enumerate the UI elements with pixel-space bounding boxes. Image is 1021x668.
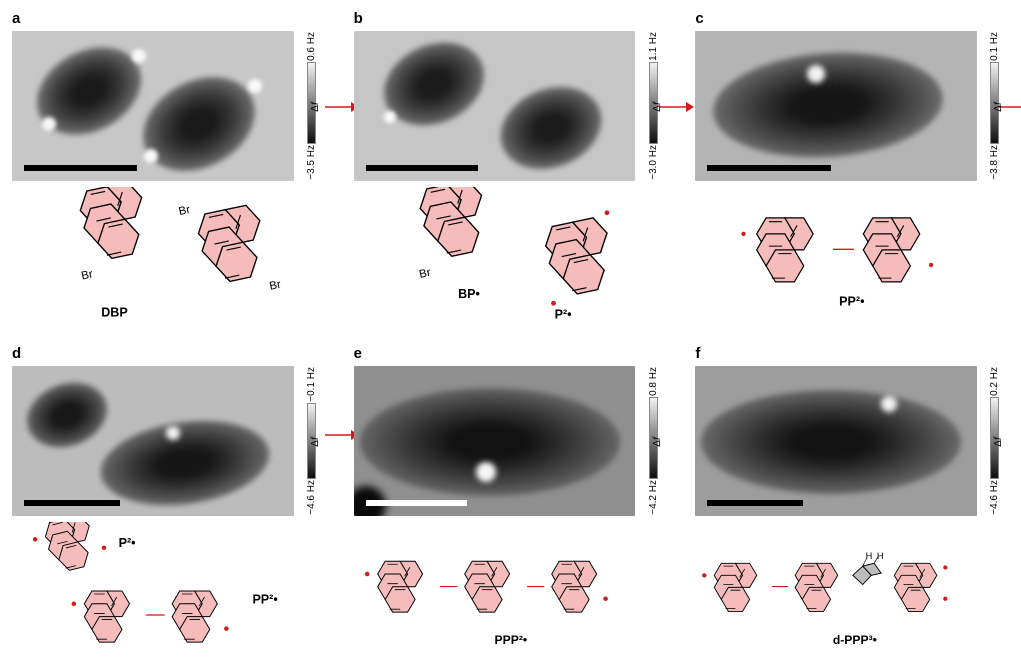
cbar-axis-e: Δf: [652, 437, 663, 446]
br-label: Br: [268, 279, 282, 293]
panel-label-c: c: [695, 10, 1009, 27]
scalebar-f: [707, 500, 803, 506]
colorbar-c: 0.1 Hz Δf −3.8 Hz: [981, 31, 1009, 181]
figure-grid: a 0.6 Hz Δf −3.5 Hz: [12, 10, 1009, 658]
cbar-bottom-e: −4.2 Hz: [648, 480, 659, 515]
br-label: Br: [418, 267, 432, 281]
scalebar-b: [366, 165, 479, 171]
afm-image-f: [695, 366, 977, 516]
cbar-top-f: 0.2 Hz: [989, 367, 1000, 396]
structure-d: P²• PP²•: [12, 522, 326, 668]
br-label: Br: [178, 204, 192, 218]
mol-name-p2-d: P²•: [119, 536, 136, 550]
colorbar-f: 0.2 Hz Δf −4.6 Hz: [981, 366, 1009, 516]
h-label: H: [866, 551, 873, 561]
panel-b: b 1.1 Hz Δf −3.0 Hz: [354, 10, 668, 323]
structure-c: PP²•: [695, 187, 1009, 323]
cbar-bottom-d: −4.6 Hz: [306, 480, 317, 515]
panel-d: d −0.1 Hz Δf −4.6 Hz: [12, 345, 326, 668]
cbar-bottom-c: −3.8 Hz: [989, 145, 1000, 180]
h-label: H: [877, 551, 884, 561]
panel-e: e 0.8 Hz Δf −4.2 Hz: [354, 345, 668, 668]
colorbar-b: 1.1 Hz Δf −3.0 Hz: [639, 31, 667, 181]
cbar-bottom-b: −3.0 Hz: [648, 145, 659, 180]
radical-dot: [604, 210, 610, 216]
colorbar-d: −0.1 Hz Δf −4.6 Hz: [298, 366, 326, 516]
mol-name-pp2: PP²•: [840, 295, 865, 309]
br-label: Br: [80, 268, 94, 282]
afm-image-b: [354, 31, 636, 181]
scalebar-e: [366, 500, 467, 506]
structure-f: H H d-PPP³•: [695, 522, 1009, 668]
afm-image-e: [354, 366, 636, 516]
mol-name-ppp2: PPP²•: [494, 634, 527, 648]
structure-a: Br Br Br Br DBP: [12, 187, 326, 323]
panel-label-e: e: [354, 345, 668, 362]
cbar-top-e: 0.8 Hz: [648, 367, 659, 396]
cbar-top-a: 0.6 Hz: [306, 32, 317, 61]
panel-a: a 0.6 Hz Δf −3.5 Hz: [12, 10, 326, 323]
mol-name-pp2-d: PP²•: [252, 592, 277, 606]
panel-label-d: d: [12, 345, 326, 362]
panel-label-b: b: [354, 10, 668, 27]
cbar-axis-f: Δf: [993, 437, 1004, 446]
mol-name-dppp3: d-PPP³•: [833, 634, 877, 648]
cbar-axis-b: Δf: [652, 102, 663, 111]
panel-f: f 0.2 Hz Δf −4.6 Hz: [695, 345, 1009, 668]
mol-name-p2: P²•: [554, 308, 571, 322]
cbar-top-d: −0.1 Hz: [306, 367, 317, 402]
cbar-axis-a: Δf: [310, 102, 321, 111]
radical-dot: [550, 300, 556, 306]
scalebar-d: [24, 500, 120, 506]
mol-name-bp: BP•: [458, 287, 480, 301]
colorbar-e: 0.8 Hz Δf −4.2 Hz: [639, 366, 667, 516]
cbar-axis-d: Δf: [310, 437, 321, 446]
afm-image-c: [695, 31, 977, 181]
structure-b: Br BP• P²•: [354, 187, 668, 323]
panel-c: c 0.1 Hz Δf −3.8 Hz: [695, 10, 1009, 323]
mol-name-dbp: DBP: [101, 306, 127, 320]
structure-e: PPP²•: [354, 522, 668, 668]
afm-image-a: [12, 31, 294, 181]
afm-image-d: [12, 366, 294, 516]
colorbar-a: 0.6 Hz Δf −3.5 Hz: [298, 31, 326, 181]
cbar-top-b: 1.1 Hz: [648, 32, 659, 61]
cbar-axis-c: Δf: [993, 102, 1004, 111]
cbar-bottom-a: −3.5 Hz: [306, 145, 317, 180]
scalebar-a: [24, 165, 137, 171]
panel-label-f: f: [695, 345, 1009, 362]
panel-label-a: a: [12, 10, 326, 27]
cbar-bottom-f: −4.6 Hz: [989, 480, 1000, 515]
scalebar-c: [707, 165, 831, 171]
cbar-top-c: 0.1 Hz: [989, 32, 1000, 61]
